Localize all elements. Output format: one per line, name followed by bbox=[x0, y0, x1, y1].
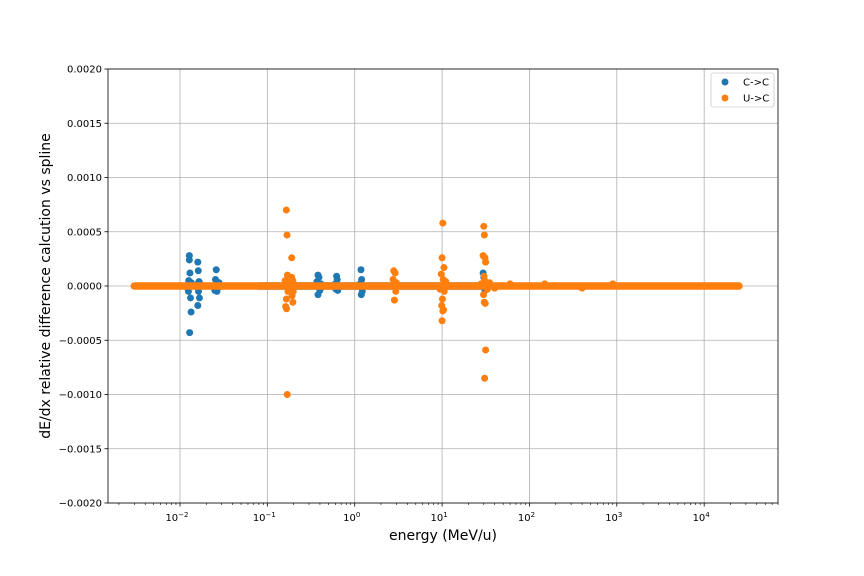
data-point bbox=[477, 280, 485, 288]
data-point bbox=[288, 254, 296, 262]
data-point bbox=[357, 291, 365, 299]
data-point bbox=[480, 222, 488, 230]
data-point bbox=[438, 295, 446, 303]
data-point bbox=[212, 266, 220, 274]
y-tick-label: 0.0020 bbox=[67, 65, 102, 76]
y-tick-label: −0.0020 bbox=[59, 499, 102, 510]
legend-label: U->C bbox=[743, 94, 769, 105]
data-point bbox=[481, 374, 489, 382]
x-tick-label: 102 bbox=[518, 511, 535, 524]
data-point bbox=[282, 206, 290, 214]
data-point bbox=[439, 219, 447, 227]
x-axis-label: energy (MeV/u) bbox=[389, 528, 497, 544]
data-point bbox=[439, 307, 447, 315]
data-point bbox=[506, 280, 514, 288]
legend-marker bbox=[721, 78, 729, 86]
x-tick-label: 100 bbox=[343, 511, 360, 524]
axis-ticks: 0.0020 0.0015 0.0010 0.0005 0.0000 −0.0005 −0.… bbox=[59, 65, 779, 524]
y-tick-label: −0.0005 bbox=[59, 336, 102, 347]
y-tick-label: 0.0015 bbox=[67, 119, 102, 130]
y-tick-label: −0.0010 bbox=[59, 390, 102, 401]
y-tick-label: 0.0010 bbox=[67, 173, 102, 184]
data-point bbox=[609, 280, 617, 288]
data-point bbox=[187, 294, 195, 302]
y-tick-label: 0.0000 bbox=[67, 282, 102, 293]
data-point bbox=[194, 302, 202, 310]
data-point bbox=[282, 295, 290, 303]
x-tick-label: 103 bbox=[605, 511, 622, 524]
x-tick-label: 10−1 bbox=[253, 511, 276, 524]
data-point bbox=[480, 291, 488, 299]
data-point bbox=[391, 269, 399, 277]
series-2 bbox=[130, 206, 743, 398]
data-point bbox=[390, 296, 398, 304]
data-point bbox=[483, 285, 491, 293]
data-point bbox=[437, 270, 445, 278]
data-point bbox=[289, 298, 297, 306]
data-point bbox=[481, 299, 489, 307]
data-point bbox=[185, 256, 193, 264]
data-point bbox=[436, 285, 444, 293]
data-point bbox=[314, 291, 322, 299]
series-layer bbox=[130, 206, 743, 398]
data-point bbox=[392, 287, 400, 295]
data-point bbox=[283, 391, 291, 398]
data-point bbox=[283, 305, 291, 313]
data-point bbox=[357, 266, 365, 274]
data-point bbox=[438, 254, 446, 262]
data-point bbox=[486, 279, 494, 287]
data-point bbox=[541, 280, 549, 288]
data-point bbox=[440, 264, 448, 272]
data-point bbox=[283, 231, 291, 239]
y-tick-label: −0.0015 bbox=[59, 444, 102, 455]
x-tick-label: 101 bbox=[430, 511, 447, 524]
data-point bbox=[482, 258, 490, 266]
data-point bbox=[491, 284, 499, 292]
data-point bbox=[438, 317, 446, 325]
data-point bbox=[578, 284, 586, 292]
legend: C->C U->C bbox=[710, 72, 775, 108]
data-point bbox=[442, 278, 450, 286]
data-point bbox=[288, 292, 296, 300]
data-point bbox=[392, 279, 400, 287]
data-point bbox=[186, 329, 194, 337]
x-tick-label: 104 bbox=[693, 511, 711, 524]
data-point bbox=[480, 231, 488, 239]
data-point bbox=[187, 308, 195, 316]
legend-label: C->C bbox=[743, 78, 769, 89]
data-point bbox=[194, 267, 202, 275]
data-point bbox=[286, 284, 294, 292]
y-axis-label: dE/dx relative difference calcution vs s… bbox=[38, 133, 54, 439]
legend-marker bbox=[721, 94, 729, 102]
data-point bbox=[195, 294, 203, 302]
data-point bbox=[186, 269, 194, 277]
y-tick-label: 0.0005 bbox=[67, 227, 102, 238]
data-point bbox=[482, 346, 490, 354]
data-point bbox=[194, 258, 202, 266]
x-tick-label: 10−2 bbox=[165, 511, 188, 524]
